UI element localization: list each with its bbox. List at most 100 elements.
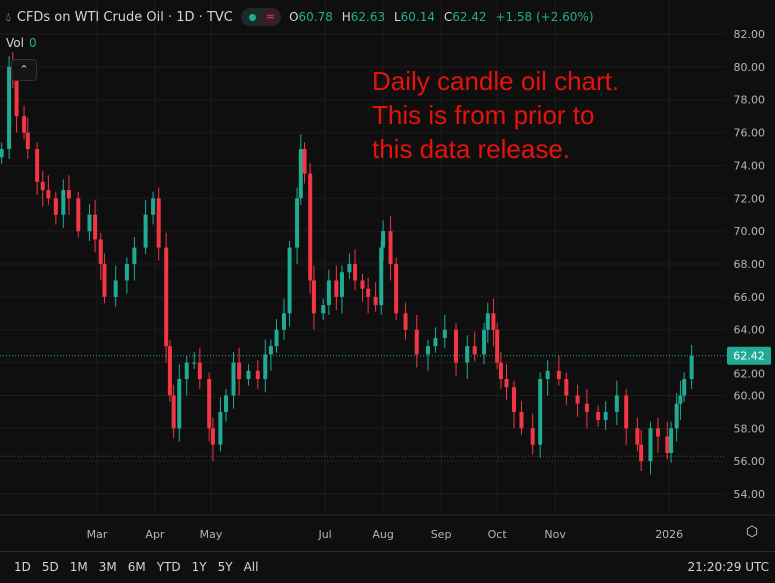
- range-6m-button[interactable]: 6M: [127, 560, 146, 574]
- candle-body: [403, 313, 408, 330]
- candle-body: [35, 149, 40, 182]
- candle-body: [491, 313, 496, 330]
- range-1m-button[interactable]: 1M: [69, 560, 88, 574]
- candle-body: [665, 436, 670, 453]
- range-ytd-button[interactable]: YTD: [156, 560, 181, 574]
- candle-body: [584, 403, 589, 412]
- candle-body: [442, 329, 447, 338]
- candle-body: [311, 280, 316, 314]
- volume-legend: Vol 0: [6, 36, 37, 50]
- range-1d-button[interactable]: 1D: [14, 560, 31, 574]
- open-label: O: [289, 10, 299, 24]
- candle-body: [274, 329, 279, 347]
- candle-body: [334, 280, 339, 297]
- price-chart[interactable]: 54.00 56.00 58.00 60.00 62.00 64.00 66.00 68.00…: [0, 0, 775, 551]
- candle-body: [46, 190, 51, 199]
- gear-icon[interactable]: ⬡: [745, 524, 759, 540]
- ohlc-values: O60.78 H62.63 L60.14 C62.42 +1.58 (+2.60…: [289, 10, 598, 24]
- candle-body: [124, 264, 129, 281]
- y-tick-label: 64.00: [734, 324, 766, 337]
- x-tick-label: Jul: [317, 528, 331, 541]
- candle-body: [132, 247, 137, 265]
- candle-body: [495, 329, 500, 363]
- y-tick-label: 66.00: [734, 291, 766, 304]
- y-tick-label: 80.00: [734, 61, 766, 74]
- x-tick-label: Sep: [431, 528, 452, 541]
- candle-body: [575, 395, 580, 404]
- candle-body: [14, 75, 19, 117]
- annotation-line: This is from prior to: [372, 100, 595, 130]
- candle-body: [40, 181, 45, 191]
- y-tick-label: 60.00: [734, 389, 766, 402]
- candle-body: [281, 313, 286, 330]
- symbol-title[interactable]: CFDs on WTI Crude Oil · 1D · TVC: [16, 9, 233, 25]
- candle-body: [210, 428, 215, 445]
- x-tick-label: Mar: [87, 528, 108, 541]
- annotation-text: Daily candle oil chart. This is from pri…: [372, 64, 619, 166]
- volume-label: Vol: [6, 36, 24, 50]
- candle-body: [113, 280, 118, 297]
- candle-body: [326, 280, 331, 306]
- clock[interactable]: 21:20:29 UTC: [687, 560, 770, 574]
- range-5d-button[interactable]: 5D: [41, 560, 59, 574]
- candle-body: [0, 149, 4, 158]
- low-value: 60.14: [400, 10, 435, 24]
- low-label: L: [393, 10, 401, 24]
- range-3m-button[interactable]: 3M: [98, 560, 117, 574]
- candle-body: [171, 395, 176, 429]
- candle-body: [624, 395, 629, 429]
- range-all-button[interactable]: All: [243, 560, 259, 574]
- candle-body: [682, 379, 687, 396]
- chevron-up-icon[interactable]: ⌃: [11, 59, 37, 81]
- y-tick-label: 76.00: [734, 127, 766, 140]
- candle-body: [504, 379, 509, 388]
- candle-body: [433, 337, 438, 347]
- last-price-label: 62.42: [733, 350, 765, 363]
- candle-body: [414, 329, 419, 355]
- candle-body: [246, 370, 251, 380]
- candle-body: [143, 214, 148, 248]
- volume-value: 0: [28, 36, 37, 50]
- candle-body: [603, 411, 608, 421]
- candle-body: [538, 379, 543, 445]
- candle-body: [381, 231, 386, 248]
- candle-body: [156, 198, 161, 248]
- candle-body: [674, 403, 679, 429]
- candle-body: [263, 354, 268, 380]
- candle-body: [388, 231, 393, 265]
- range-5y-button[interactable]: 5Y: [217, 560, 233, 574]
- candle-body: [151, 198, 156, 215]
- y-tick-label: 78.00: [734, 94, 766, 107]
- candle-body: [465, 346, 470, 363]
- status-pill[interactable]: ≈: [240, 8, 282, 26]
- candle-body: [224, 395, 229, 412]
- candle-body: [287, 247, 292, 314]
- y-tick-label: 74.00: [734, 159, 766, 172]
- candle-body: [295, 198, 300, 248]
- candle-body: [218, 411, 223, 445]
- candle-body: [93, 214, 98, 240]
- candle-body: [167, 346, 172, 396]
- candle-body: [394, 264, 399, 314]
- candle-body: [454, 329, 459, 363]
- candle-body: [485, 313, 490, 330]
- change-value: +1.58 (+2.60%): [495, 10, 594, 24]
- candle-body: [530, 428, 535, 445]
- candle-body: [164, 247, 169, 347]
- candle-body: [425, 346, 430, 355]
- x-tick-label: Nov: [544, 528, 566, 541]
- candle-body: [678, 395, 683, 404]
- annotation-line: Daily candle oil chart.: [372, 66, 620, 96]
- candle-body: [519, 411, 524, 429]
- candle-body: [347, 264, 352, 273]
- candle-body: [472, 346, 477, 355]
- candle-body: [76, 198, 81, 232]
- candle-body: [61, 190, 66, 215]
- range-1y-button[interactable]: 1Y: [191, 560, 207, 574]
- candle-body: [373, 296, 378, 306]
- market-open-dot-icon: [248, 13, 256, 21]
- y-tick-label: 56.00: [734, 455, 766, 468]
- candle-body: [648, 428, 653, 462]
- high-value: 62.63: [350, 10, 386, 24]
- candle-body: [655, 428, 660, 437]
